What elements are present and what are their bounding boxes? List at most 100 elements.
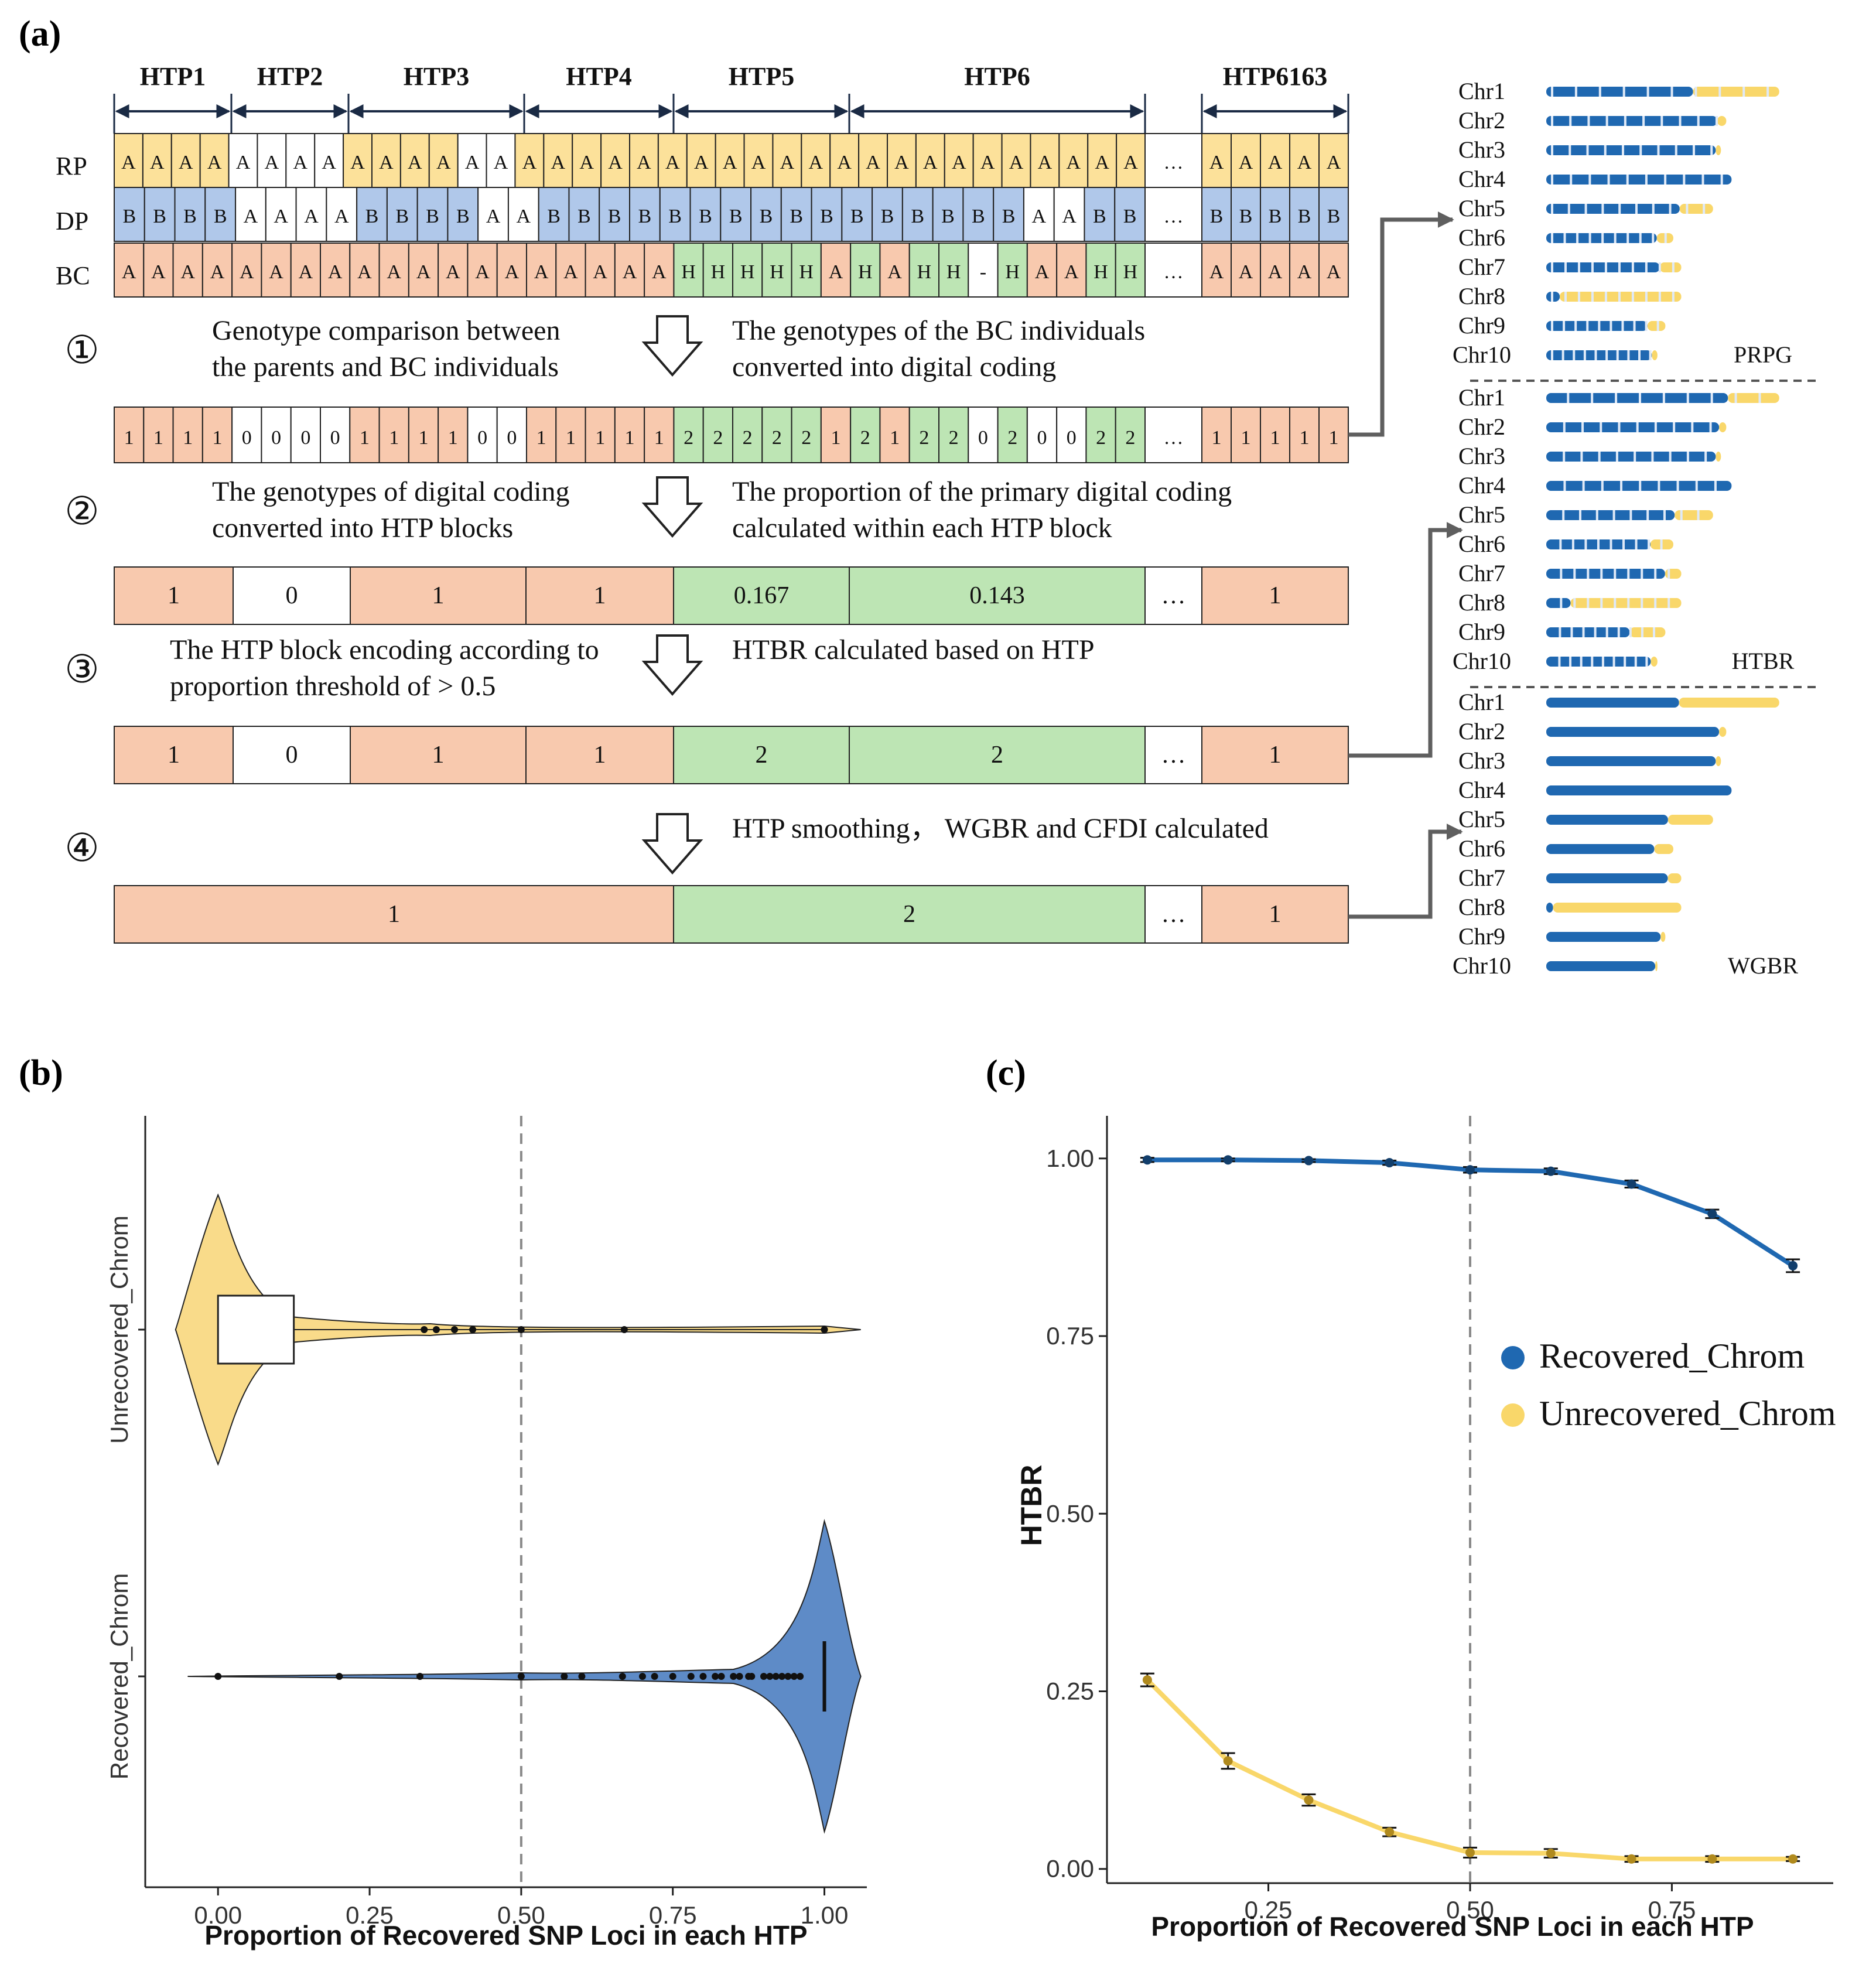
genotype-row-bc: A A A A A A A A A A A A A A A A A A A H H H H H A H A H H - H A A H H… A A A A… — [114, 242, 1349, 298]
genotype-cell-text: B — [1327, 206, 1341, 227]
chrom-stripe — [1718, 87, 1721, 97]
code-cell — [438, 407, 469, 463]
code-cell — [791, 407, 822, 463]
genotype-cell-text: A — [723, 152, 737, 173]
chrom-stripe — [1587, 598, 1590, 608]
code-cell-text: 1 — [566, 427, 576, 449]
smoothed-block-text: 2 — [903, 901, 915, 928]
htp-block — [849, 726, 1146, 784]
chrom-stripe — [1614, 569, 1617, 579]
chrom-bar-recovered — [1546, 204, 1680, 214]
genotype-cell-text: A — [751, 152, 766, 173]
code-cell — [1026, 407, 1058, 463]
genotype-cell-text: H — [917, 261, 932, 283]
htp-header: HTP2 — [230, 62, 350, 134]
genotype-cell-text: A — [151, 261, 166, 283]
genotype-cell-text: … — [1164, 261, 1184, 283]
genotype-cell-text: B — [760, 206, 773, 227]
genotype-cell — [526, 242, 557, 298]
y-tick-label: 1.00 — [1046, 1145, 1094, 1172]
outlier-point — [717, 1673, 725, 1680]
genotype-cell — [496, 242, 528, 298]
chrom-stripe — [1605, 627, 1608, 637]
data-point — [1465, 1165, 1475, 1175]
chrom-bar-recovered — [1546, 627, 1630, 637]
panel-c-label: (c) — [986, 1053, 1026, 1093]
chrom-stripe — [1627, 350, 1630, 360]
chrom-bar-recovered — [1546, 961, 1656, 971]
chrom-bar-unrecovered — [1675, 510, 1713, 520]
genotype-cell-text: A — [1038, 152, 1053, 173]
chrom-bar-unrecovered — [1654, 844, 1673, 854]
genotype-cell-text: A — [179, 152, 193, 173]
htp-block — [1144, 566, 1202, 625]
chrom-stripe — [1569, 145, 1571, 155]
chrom-bar-recovered — [1546, 393, 1728, 403]
chrom-bar-unrecovered — [1679, 698, 1779, 708]
genotype-cell-text: A — [150, 152, 165, 173]
chrom-stripe — [1660, 539, 1663, 549]
chrom-stripe — [1660, 116, 1663, 126]
down-arrow-icon — [641, 476, 703, 538]
x-tick-label: 0.50 — [1446, 1896, 1494, 1924]
genotype-cell — [962, 187, 995, 242]
htp-block-text: 1 — [1269, 582, 1282, 609]
chrom-stripe — [1551, 204, 1553, 214]
chrom-group-name: HTBR — [1732, 648, 1795, 674]
genotype-cell-text: B — [1123, 206, 1137, 227]
genotype-cell-text: A — [837, 152, 852, 173]
genotype-cell-text: A — [1009, 152, 1024, 173]
data-point — [1223, 1756, 1233, 1766]
genotype-cell-text: A — [665, 152, 680, 173]
process-step: ① Genotype comparison between the parents … — [64, 315, 1145, 382]
chrom-stripe — [1629, 510, 1632, 520]
chrom-stripe — [1573, 569, 1576, 579]
chrom-stripe — [1667, 569, 1670, 579]
smoothed-block — [114, 885, 674, 944]
genotype-cell — [265, 187, 297, 242]
genotype-cell — [1115, 242, 1146, 298]
chrom-stripe — [1654, 569, 1657, 579]
chrom-stripe — [1646, 510, 1649, 520]
chrom-bar-recovered — [1546, 756, 1716, 766]
chrom-stripe — [1551, 175, 1553, 185]
chrom-bar-unrecovered — [1652, 350, 1658, 360]
chrom-group-name: WGBR — [1728, 952, 1798, 979]
chrom-label: Chr4 — [1458, 166, 1505, 192]
code-cell — [555, 407, 586, 463]
chrom-stripe — [1607, 175, 1610, 185]
genotype-cell-text: B — [1269, 206, 1282, 227]
chrom-stripe — [1616, 350, 1619, 360]
chrom-label: Chr8 — [1458, 589, 1505, 616]
code-cell-text: 1 — [625, 427, 635, 449]
chrom-bar-recovered — [1546, 87, 1693, 97]
chrom-bar-recovered — [1546, 116, 1717, 126]
chrom-stripe — [1669, 204, 1672, 214]
chrom-stripe — [1600, 422, 1602, 432]
htp-block-text: 1 — [168, 582, 180, 609]
chrom-stripe — [1734, 393, 1737, 403]
outlier-point — [638, 1673, 646, 1680]
htp-block-text: 0 — [286, 742, 298, 768]
x-tick-label: 0.00 — [194, 1901, 242, 1929]
code-cell-text: 1 — [1300, 427, 1310, 449]
chrom-stripe — [1624, 116, 1626, 126]
line-chart: 0.000.250.500.751.000.25 0.50 0.75Proporti… — [1015, 1116, 1836, 1942]
genotype-cell — [199, 133, 230, 188]
code-cell — [526, 407, 557, 463]
series-unrecovered-chrom — [1140, 1672, 1800, 1864]
genotype-cell-text: B — [426, 206, 439, 227]
genotype-cell-text: A — [236, 152, 251, 173]
genotype-cell — [1144, 187, 1202, 242]
chrom-stripe — [1627, 569, 1630, 579]
process-step: ③ The HTP block encoding according to prop… — [64, 634, 1095, 702]
genotype-cell-text: A — [652, 261, 667, 283]
code-cell-text: 2 — [1096, 427, 1106, 449]
chrom-bar-recovered — [1546, 422, 1720, 432]
chrom-stripe — [1639, 233, 1642, 243]
step-right-text: calculated within each HTP block — [732, 513, 1112, 544]
htp-header-label: HTP3 — [404, 62, 469, 91]
chrom-stripe — [1675, 145, 1677, 155]
chrom-bar-unrecovered — [1716, 452, 1721, 462]
